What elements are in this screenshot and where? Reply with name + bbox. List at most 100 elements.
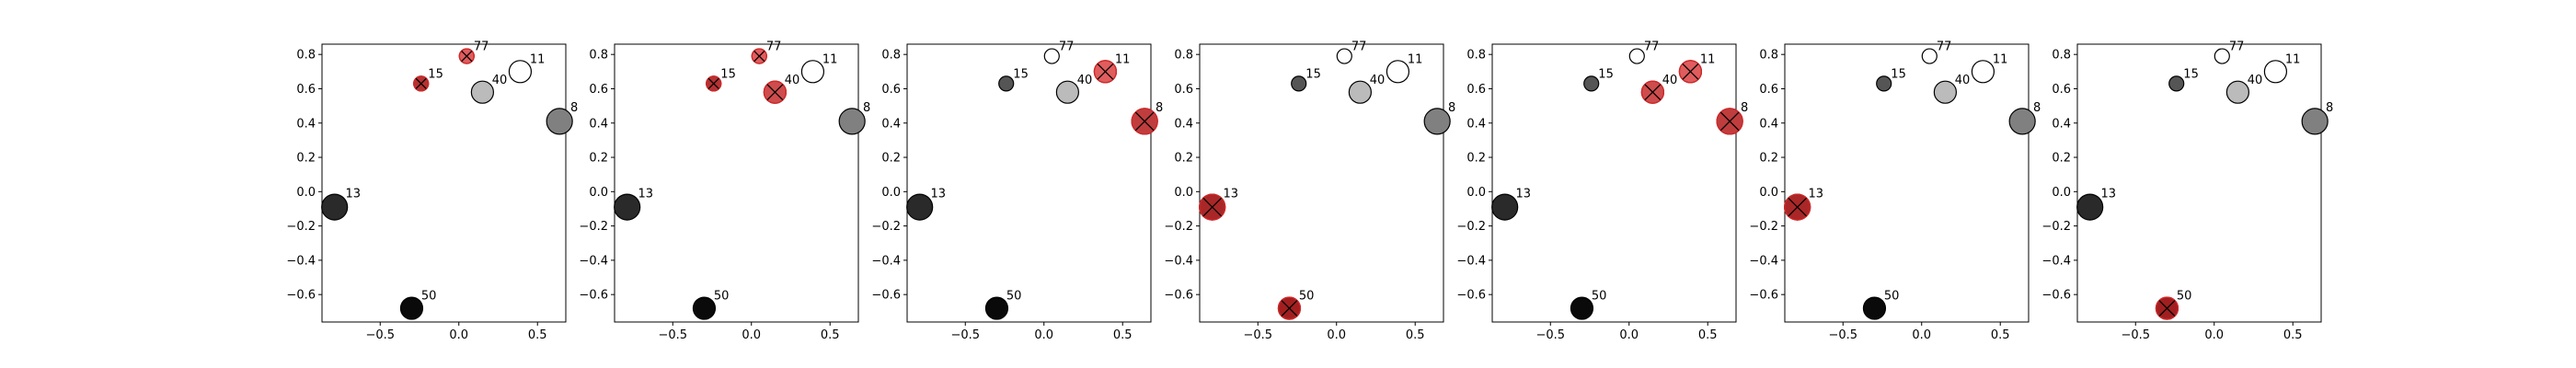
- highlight-x-11: [1682, 63, 1699, 80]
- point-label-8: 8: [570, 101, 578, 115]
- point-label-11: 11: [2285, 52, 2301, 66]
- y-tick-label: 0.2: [881, 152, 901, 166]
- highlight-x-50: [2158, 300, 2176, 316]
- point-40: [470, 80, 494, 104]
- x-tick-label: 0.5: [1991, 328, 2010, 342]
- highlight-x-13: [1788, 197, 1807, 217]
- y-tick-label: −0.4: [286, 254, 316, 268]
- x-tick-label: 0.0: [1619, 328, 1639, 342]
- y-tick-label: 0.6: [881, 83, 901, 97]
- point-label-77: 77: [766, 40, 782, 53]
- point-11: [2263, 60, 2288, 84]
- highlight-x-15: [707, 77, 719, 89]
- highlight-x-40: [766, 84, 784, 101]
- point-13: [2076, 193, 2104, 221]
- y-tick-label: 0.0: [881, 186, 901, 200]
- point-13: [906, 193, 934, 221]
- y-tick-label: −0.4: [1456, 254, 1486, 268]
- point-label-11: 11: [1115, 52, 1131, 66]
- y-tick-label: −0.2: [579, 220, 608, 234]
- point-77: [1921, 48, 1938, 64]
- point-13: [1491, 193, 1519, 221]
- x-tick-label: −0.5: [2121, 328, 2150, 342]
- y-tick-label: 0.8: [881, 49, 901, 63]
- y-tick-label: 0.6: [1759, 83, 1778, 97]
- point-11: [1386, 60, 1410, 84]
- point-40: [1348, 80, 1372, 104]
- y-tick-label: 0.8: [296, 49, 316, 63]
- point-50: [1570, 296, 1594, 320]
- y-tick-label: −0.6: [2041, 289, 2071, 303]
- point-8: [2301, 108, 2329, 135]
- y-tick-label: 0.8: [589, 49, 608, 63]
- point-label-77: 77: [1351, 40, 1367, 53]
- y-tick-label: 0.8: [2052, 49, 2071, 63]
- point-label-13: 13: [1808, 187, 1823, 201]
- y-tick-label: 0.0: [589, 186, 608, 200]
- point-label-13: 13: [1515, 187, 1531, 201]
- y-tick-label: −0.4: [1164, 254, 1193, 268]
- y-tick-label: 0.4: [1759, 117, 1778, 131]
- point-77: [1628, 48, 1645, 64]
- point-label-40: 40: [1662, 74, 1678, 87]
- y-tick-label: 0.2: [1466, 152, 1486, 166]
- axes-frame: [1784, 43, 2030, 323]
- y-tick-label: 0.0: [1174, 186, 1193, 200]
- highlight-x-8: [1134, 111, 1155, 132]
- y-tick-label: −0.6: [1749, 289, 1778, 303]
- y-tick-label: −0.2: [2041, 220, 2071, 234]
- highlight-x-40: [1644, 84, 1662, 101]
- point-label-40: 40: [2248, 74, 2263, 87]
- axes-frame: [906, 43, 1152, 323]
- x-tick-label: −0.5: [365, 328, 395, 342]
- x-tick-label: 0.0: [1912, 328, 1931, 342]
- y-tick-label: −0.6: [286, 289, 316, 303]
- point-15: [1583, 75, 1600, 92]
- y-tick-label: −0.2: [286, 220, 316, 234]
- point-13: [321, 193, 349, 221]
- point-50: [692, 296, 717, 320]
- axes-frame: [614, 43, 859, 323]
- y-tick-label: 0.4: [1466, 117, 1486, 131]
- point-label-40: 40: [492, 74, 508, 87]
- point-11: [800, 60, 825, 84]
- y-tick-label: 0.6: [296, 83, 316, 97]
- highlight-x-77: [753, 50, 765, 63]
- x-tick-label: 0.5: [1113, 328, 1133, 342]
- point-label-11: 11: [1993, 52, 2008, 66]
- point-50: [984, 296, 1009, 320]
- point-label-15: 15: [1013, 67, 1029, 81]
- point-8: [1423, 108, 1451, 135]
- point-label-40: 40: [1955, 74, 1971, 87]
- point-label-8: 8: [2033, 101, 2041, 115]
- point-label-11: 11: [1408, 52, 1423, 66]
- highlight-x-77: [461, 50, 473, 63]
- point-8: [2008, 108, 2036, 135]
- x-tick-label: 0.0: [742, 328, 761, 342]
- y-tick-label: 0.0: [2052, 186, 2071, 200]
- point-label-11: 11: [530, 52, 546, 66]
- point-label-8: 8: [863, 101, 870, 115]
- y-tick-label: 0.2: [589, 152, 608, 166]
- highlight-x-8: [1719, 111, 1740, 132]
- point-15: [998, 75, 1015, 92]
- point-40: [2225, 80, 2249, 104]
- y-tick-label: 0.6: [2052, 83, 2071, 97]
- panel-2: −0.5 0.0 0.5 −0.6 −0.4 −0.2 0.0 0.2 0.4 0.6 0.8 77 1…: [579, 40, 870, 342]
- point-label-50: 50: [1006, 290, 1022, 304]
- point-label-50: 50: [421, 290, 437, 304]
- point-11: [508, 60, 533, 84]
- y-tick-label: −0.4: [579, 254, 608, 268]
- y-tick-label: 0.6: [1466, 83, 1486, 97]
- point-8: [838, 108, 866, 135]
- x-tick-label: 0.0: [1034, 328, 1053, 342]
- y-tick-label: −0.6: [1164, 289, 1193, 303]
- x-tick-label: 0.0: [1327, 328, 1346, 342]
- point-label-8: 8: [1156, 101, 1163, 115]
- x-tick-label: 0.0: [2204, 328, 2224, 342]
- x-tick-label: −0.5: [658, 328, 687, 342]
- panel-6: −0.5 0.0 0.5 −0.6 −0.4 −0.2 0.0 0.2 0.4 0.6 0.8 77 1…: [1749, 40, 2041, 342]
- y-tick-label: −0.2: [1164, 220, 1193, 234]
- point-label-15: 15: [720, 67, 736, 81]
